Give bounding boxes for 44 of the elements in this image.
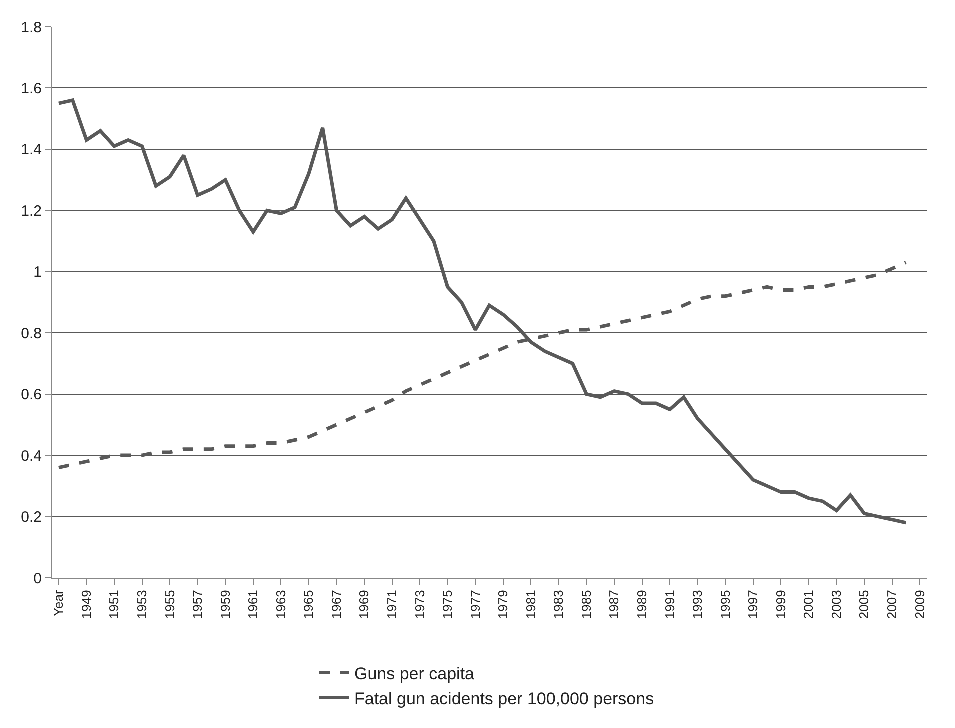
x-tick-label: 2009 xyxy=(912,590,928,620)
y-tick-label: 1.2 xyxy=(21,202,42,220)
x-tick-label: 1969 xyxy=(356,590,372,620)
legend-label: Fatal gun acidents per 100,000 persons xyxy=(354,689,654,708)
x-tick-label: 1973 xyxy=(412,590,428,620)
x-tick-label: 1961 xyxy=(246,590,261,620)
x-tick-label: 1989 xyxy=(634,590,650,620)
x-tick-label: 2007 xyxy=(884,590,900,620)
y-tick-label: 0.4 xyxy=(21,448,42,465)
x-tick-label: 1959 xyxy=(218,590,233,620)
x-tick-label: 1985 xyxy=(578,590,594,620)
x-tick-label: 1957 xyxy=(190,590,206,620)
y-tick-label: 1.6 xyxy=(21,80,42,98)
x-tick-label: 1979 xyxy=(496,590,511,620)
y-tick-label: 1.8 xyxy=(21,19,42,36)
y-tick-label: 1 xyxy=(34,264,42,282)
y-tick-label: 0 xyxy=(34,570,42,588)
x-tick-label: 1977 xyxy=(468,590,483,620)
x-tick-label: 1981 xyxy=(523,590,538,620)
x-tick-label: 2005 xyxy=(856,590,872,620)
x-tick-label: 1955 xyxy=(162,590,178,620)
x-tick-label: 1983 xyxy=(551,590,566,620)
x-tick-label: 2001 xyxy=(801,590,816,620)
x-tick-label: 1949 xyxy=(78,590,94,620)
x-tick-label: 1965 xyxy=(301,590,316,620)
x-tick-label: 1991 xyxy=(662,590,678,620)
x-tick-label: 1995 xyxy=(718,590,733,620)
x-tick-label: 1967 xyxy=(328,590,344,620)
x-tick-label: 1997 xyxy=(746,590,761,620)
y-tick-label: 0.2 xyxy=(21,509,42,526)
x-tick-label: 1971 xyxy=(384,590,400,620)
x-tick-label: 1953 xyxy=(134,590,150,620)
x-tick-label: 2003 xyxy=(828,590,844,620)
x-tick-label: 1975 xyxy=(440,590,456,620)
x-tick-label: 1951 xyxy=(106,590,122,620)
y-tick-label: 0.6 xyxy=(21,386,42,404)
y-tick-label: 1.4 xyxy=(21,142,42,159)
x-tick-label: 1999 xyxy=(773,590,788,620)
x-tick-label: Year xyxy=(51,590,66,616)
x-tick-label: 1993 xyxy=(690,590,706,620)
x-tick-label: 1987 xyxy=(606,590,622,620)
y-tick-label: 0.8 xyxy=(21,325,42,342)
x-tick-label: 1963 xyxy=(273,590,288,620)
legend-label: Guns per capita xyxy=(354,664,476,684)
